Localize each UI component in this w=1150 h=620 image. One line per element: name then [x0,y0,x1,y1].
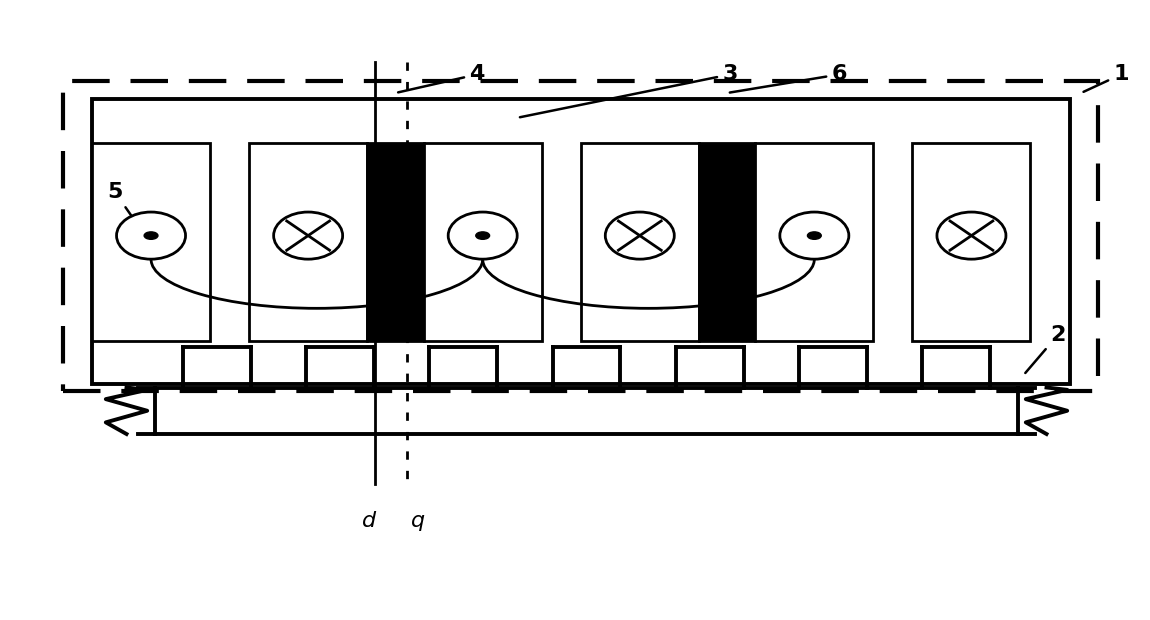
Bar [250,143,367,341]
Ellipse shape [780,212,849,259]
Ellipse shape [448,212,518,259]
Circle shape [807,232,821,239]
Text: q: q [412,511,426,531]
Text: 4: 4 [398,64,485,92]
Bar [92,143,210,341]
Bar [581,143,699,341]
Ellipse shape [937,212,1006,259]
Bar [912,143,1030,341]
Text: d: d [362,511,376,531]
Bar [756,143,873,341]
Text: 6: 6 [730,64,848,92]
Text: 3: 3 [520,64,738,117]
Bar [92,99,1070,384]
Text: 1: 1 [1083,64,1129,92]
Ellipse shape [274,212,343,259]
Circle shape [476,232,490,239]
Text: 2: 2 [1026,325,1066,373]
Ellipse shape [605,212,674,259]
Ellipse shape [116,212,185,259]
Bar [699,143,756,341]
Bar [423,143,542,341]
Text: 5: 5 [107,182,148,239]
Bar [63,81,1098,391]
Circle shape [144,232,158,239]
Bar [367,143,423,341]
